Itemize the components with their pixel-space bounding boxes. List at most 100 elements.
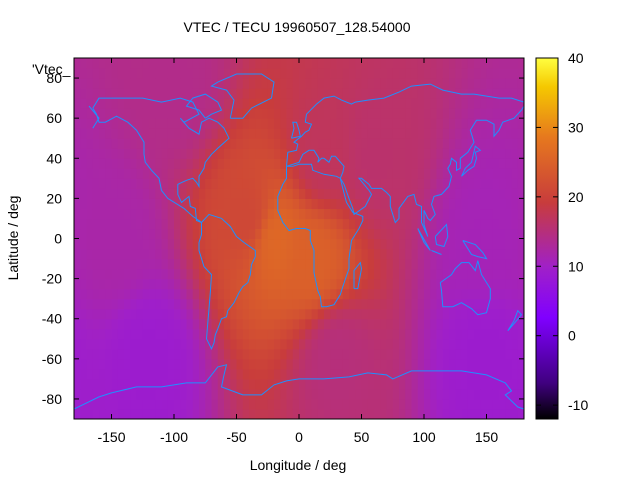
heatmap-cell bbox=[280, 398, 288, 410]
heatmap-cell bbox=[417, 278, 425, 290]
heatmap-cell bbox=[205, 378, 213, 390]
heatmap-cell bbox=[517, 208, 524, 220]
heatmap-cell bbox=[461, 358, 469, 370]
heatmap-cell bbox=[442, 248, 450, 260]
heatmap-cell bbox=[236, 398, 244, 410]
heatmap-cell bbox=[242, 168, 250, 179]
heatmap-cell bbox=[486, 168, 494, 179]
heatmap-cell bbox=[455, 198, 463, 210]
heatmap-cell bbox=[305, 298, 313, 310]
heatmap-cell bbox=[517, 88, 524, 99]
heatmap-cell bbox=[480, 138, 488, 149]
heatmap-cell bbox=[86, 238, 94, 250]
heatmap-cell bbox=[117, 128, 125, 139]
heatmap-cell bbox=[336, 208, 344, 220]
heatmap-cell bbox=[136, 338, 144, 350]
heatmap-cell bbox=[442, 398, 450, 410]
heatmap-cell bbox=[292, 248, 300, 260]
heatmap-cell bbox=[286, 298, 294, 310]
heatmap-cell bbox=[386, 188, 394, 199]
heatmap-cell bbox=[480, 278, 488, 290]
heatmap-cell bbox=[305, 168, 313, 179]
heatmap-cell bbox=[186, 128, 194, 139]
heatmap-cell bbox=[324, 78, 331, 89]
heatmap-cell bbox=[149, 158, 156, 169]
heatmap-cell bbox=[461, 408, 469, 419]
heatmap-cell bbox=[255, 168, 263, 179]
heatmap-cell bbox=[305, 88, 313, 99]
heatmap-cell bbox=[167, 388, 175, 400]
heatmap-cell bbox=[361, 198, 369, 210]
heatmap-cell bbox=[411, 158, 419, 169]
heatmap-cell bbox=[280, 288, 288, 300]
heatmap-cell bbox=[499, 408, 506, 419]
heatmap-cell bbox=[499, 178, 506, 189]
heatmap-cell bbox=[355, 318, 363, 330]
heatmap-cell bbox=[317, 398, 325, 410]
heatmap-cell bbox=[424, 408, 431, 419]
heatmap-cell bbox=[236, 68, 244, 79]
heatmap-cell bbox=[499, 218, 506, 230]
heatmap-cell bbox=[480, 198, 488, 210]
heatmap-cell bbox=[267, 118, 275, 129]
heatmap-cell bbox=[224, 288, 231, 300]
heatmap-cell bbox=[299, 108, 306, 119]
heatmap-cell bbox=[130, 328, 138, 340]
heatmap-cell bbox=[255, 348, 263, 360]
heatmap-cell bbox=[336, 278, 344, 290]
heatmap-cell bbox=[336, 78, 344, 89]
heatmap-cell bbox=[305, 178, 313, 189]
heatmap-cell bbox=[430, 338, 438, 350]
heatmap-cell bbox=[86, 328, 94, 340]
heatmap-cell bbox=[486, 228, 494, 240]
heatmap-cell bbox=[336, 68, 344, 79]
heatmap-cell bbox=[161, 168, 169, 179]
heatmap-cell bbox=[217, 268, 225, 280]
heatmap-cell bbox=[192, 68, 200, 79]
heatmap-cell bbox=[511, 378, 519, 390]
heatmap-cell bbox=[199, 378, 206, 390]
heatmap-cell bbox=[236, 288, 244, 300]
heatmap-cell bbox=[130, 218, 138, 230]
heatmap-cell bbox=[367, 228, 375, 240]
heatmap-cell bbox=[105, 228, 113, 240]
heatmap-cell bbox=[480, 168, 488, 179]
heatmap-cell bbox=[255, 278, 263, 290]
heatmap-cell bbox=[511, 368, 519, 380]
heatmap-cell bbox=[436, 338, 444, 350]
heatmap-cell bbox=[336, 408, 344, 419]
heatmap-cell bbox=[80, 188, 88, 199]
heatmap-cell bbox=[174, 328, 181, 340]
heatmap-cell bbox=[449, 218, 456, 230]
heatmap-cell bbox=[255, 308, 263, 320]
coastline bbox=[439, 260, 491, 316]
heatmap-cell bbox=[217, 58, 225, 69]
heatmap-cell bbox=[330, 98, 338, 109]
heatmap-cell bbox=[299, 128, 306, 139]
heatmap-cell bbox=[492, 398, 500, 410]
heatmap-cell bbox=[80, 218, 88, 230]
heatmap-cell bbox=[342, 198, 350, 210]
heatmap-cell bbox=[80, 148, 88, 159]
heatmap-cell bbox=[292, 288, 300, 300]
heatmap-cell bbox=[261, 138, 269, 149]
heatmap-cell bbox=[442, 238, 450, 250]
heatmap-cell bbox=[199, 118, 206, 129]
heatmap-cell bbox=[86, 138, 94, 149]
heatmap-cell bbox=[74, 98, 81, 109]
heatmap-cell bbox=[74, 268, 81, 280]
heatmap-cell bbox=[117, 288, 125, 300]
heatmap-cell bbox=[224, 98, 231, 109]
heatmap-cell bbox=[311, 78, 319, 89]
heatmap-cell bbox=[86, 408, 94, 419]
heatmap-cell bbox=[461, 158, 469, 169]
heatmap-cell bbox=[455, 388, 463, 400]
heatmap-cell bbox=[267, 378, 275, 390]
heatmap-cell bbox=[255, 368, 263, 380]
heatmap-cell bbox=[511, 78, 519, 89]
heatmap-cell bbox=[449, 208, 456, 220]
heatmap-cell bbox=[167, 268, 175, 280]
heatmap-cell bbox=[292, 148, 300, 159]
heatmap-cell bbox=[211, 148, 219, 159]
heatmap-cell bbox=[286, 148, 294, 159]
